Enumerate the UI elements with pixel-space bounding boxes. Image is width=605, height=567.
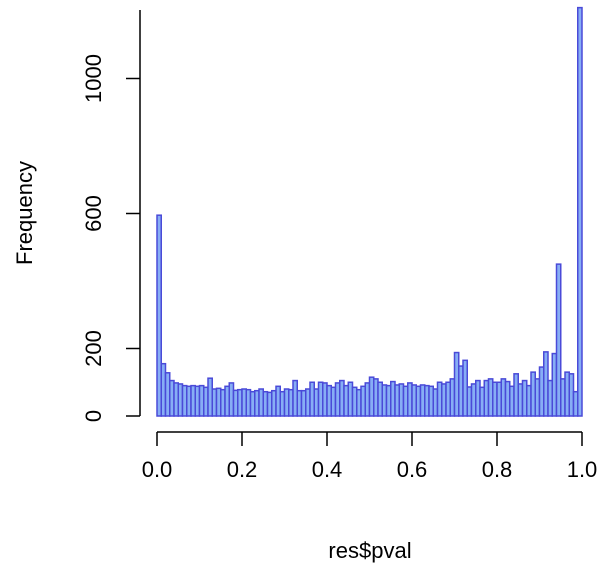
y-tick-label: 1000 <box>81 54 106 103</box>
y-tick-label: 600 <box>81 195 106 232</box>
y-axis-title: Frequency <box>12 161 37 265</box>
histogram-bar <box>156 214 162 417</box>
histogram-bar <box>555 263 562 417</box>
y-tick-label: 200 <box>81 330 106 367</box>
y-axis: 0 200 600 1000 <box>81 10 141 422</box>
histogram-bars <box>156 6 583 417</box>
x-tick-label: 0.8 <box>482 457 513 482</box>
x-axis-title: res$pval <box>328 538 411 563</box>
x-tick-label: 0.6 <box>397 457 428 482</box>
x-tick-label: 1.0 <box>567 457 598 482</box>
x-tick-label: 0.0 <box>142 457 173 482</box>
x-tick-label: 0.4 <box>312 457 343 482</box>
y-tick-label: 0 <box>81 410 106 422</box>
x-tick-label: 0.2 <box>227 457 258 482</box>
histogram-bar <box>577 6 583 417</box>
x-axis: 0.0 0.2 0.4 0.6 0.8 1.0 <box>142 431 598 482</box>
